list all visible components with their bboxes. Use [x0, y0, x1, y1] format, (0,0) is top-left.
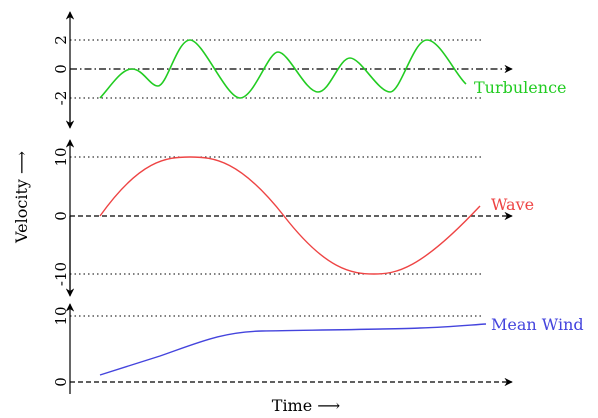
tick-labels: 10 0 -10: [52, 147, 70, 286]
tick-label: 10: [52, 147, 70, 166]
tick-label: 0: [52, 377, 70, 387]
tick-label: 10: [52, 306, 70, 325]
panel-turbulence: 2 0 -2 Turbulence: [52, 11, 567, 129]
wave-label: Wave: [491, 195, 534, 214]
tick-label: -2: [52, 91, 70, 106]
turbulence-label: Turbulence: [474, 78, 567, 97]
wave-curve: [99, 156, 481, 275]
tick-label: 2: [52, 35, 70, 45]
turbulence-curve: [99, 39, 467, 99]
mean-wind-curve: [99, 323, 487, 376]
panel-mean-wind: 10 0 Mean Wind: [52, 303, 584, 394]
tick-label: -10: [52, 262, 70, 286]
tick-label: 0: [52, 64, 70, 74]
tick-labels: 2 0 -2: [52, 35, 70, 105]
x-axis-title: Time ⟶: [272, 396, 341, 415]
panel-wave: 10 0 -10 Wave: [52, 139, 534, 297]
y-axis-title: Velocity ⟶: [12, 151, 31, 244]
mean-wind-label: Mean Wind: [491, 315, 584, 334]
tick-label: 0: [52, 211, 70, 221]
tick-labels: 10 0: [52, 306, 70, 386]
